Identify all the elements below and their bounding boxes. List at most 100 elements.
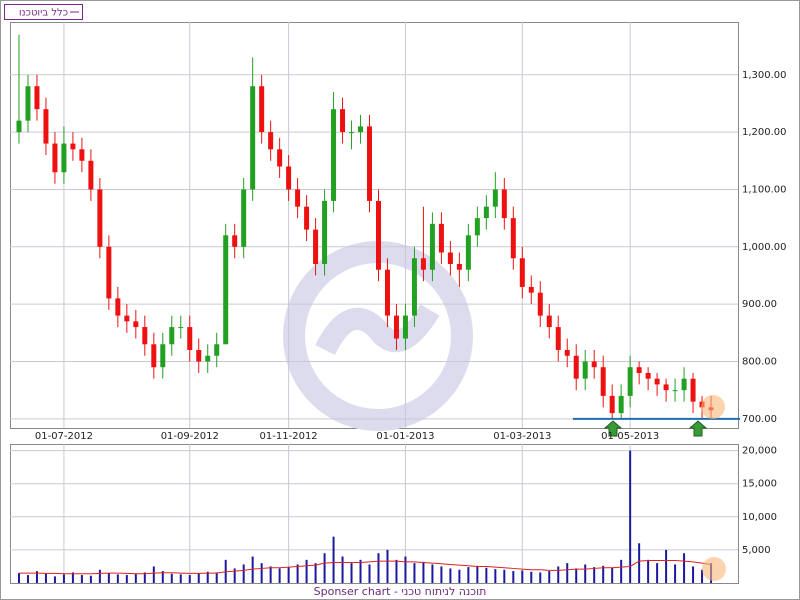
volume-bar — [701, 569, 704, 583]
volume-bar — [413, 563, 416, 583]
candle-body — [52, 143, 58, 173]
volume-bar — [638, 543, 641, 583]
volume-bar — [458, 569, 461, 583]
volume-bar — [197, 573, 200, 583]
volume-bar — [215, 572, 218, 583]
volume-bar — [611, 567, 614, 583]
volume-bar — [665, 549, 668, 583]
candle-body — [241, 189, 247, 247]
candle-body — [402, 315, 408, 339]
volume-bar — [98, 569, 101, 583]
candle-body — [465, 235, 471, 270]
volume-bar — [593, 567, 596, 583]
volume-bar — [134, 573, 137, 583]
volume-bar — [386, 549, 389, 583]
volume-bar — [89, 575, 92, 583]
volume-bar — [242, 564, 245, 583]
candle-body — [501, 189, 507, 219]
volume-bar — [206, 571, 209, 583]
candle-body — [438, 223, 444, 253]
candle-body — [232, 235, 238, 247]
y-tick-label: 1,100.00 — [742, 184, 787, 195]
volume-bar — [305, 559, 308, 583]
volume-bar — [566, 563, 569, 583]
volume-bar — [674, 564, 677, 583]
volume-panel — [10, 444, 739, 584]
volume-bar — [170, 573, 173, 583]
candle-body — [636, 367, 642, 373]
y-tick-label: 1,300.00 — [742, 70, 787, 81]
candle-body — [456, 263, 462, 270]
volume-bar — [530, 571, 533, 583]
candle-body — [142, 327, 148, 345]
legend-label: כלל ביוטכנו — [19, 8, 68, 19]
volume-bar — [467, 567, 470, 583]
candle-body — [690, 378, 696, 402]
volume-bar — [296, 564, 299, 583]
volume-bar — [35, 571, 38, 583]
volume-bar — [269, 566, 272, 583]
candle-body — [214, 344, 220, 356]
volume-bar — [494, 569, 497, 583]
arrow-up — [688, 420, 708, 437]
footer: Sponser chart - תוכנה לניתוח טכני — [314, 585, 487, 598]
candle-body — [250, 86, 256, 190]
candle-body — [519, 258, 525, 287]
volume-bar — [260, 563, 263, 583]
candle-body — [564, 350, 570, 356]
x-tick-label: 01-11-2012 — [260, 431, 318, 442]
price-panel — [10, 22, 739, 429]
candle-body — [295, 189, 301, 207]
volume-bar — [647, 559, 650, 583]
candle-body — [106, 246, 112, 299]
volume-bar — [233, 568, 236, 583]
candle-body — [537, 292, 543, 316]
candle-body — [627, 367, 633, 396]
x-tick-label: 01-01-2013 — [376, 431, 434, 442]
candle-body — [223, 235, 229, 345]
highlight — [701, 395, 725, 419]
candle-body — [34, 86, 40, 110]
volume-bar — [656, 563, 659, 583]
volume-bar — [152, 566, 155, 583]
volume-bar — [125, 575, 128, 583]
candle-body — [645, 372, 651, 379]
candle-body — [196, 350, 202, 362]
volume-bar — [62, 574, 65, 583]
candle-body — [528, 286, 534, 293]
y-tick-label: 10,000 — [742, 512, 777, 523]
y-tick-label: 700.00 — [742, 414, 777, 425]
volume-bar — [143, 572, 146, 583]
candle-body — [429, 223, 435, 270]
candle-body — [483, 206, 489, 219]
volume-bar — [431, 564, 434, 583]
volume-bar — [440, 566, 443, 583]
candle-body — [61, 143, 67, 173]
volume-bar — [161, 571, 164, 583]
volume-bar — [44, 573, 47, 583]
volume-bar — [332, 536, 335, 583]
volume-bar — [449, 568, 452, 583]
volume-bar — [692, 566, 695, 583]
moving-average — [18, 559, 712, 575]
candle-body — [618, 395, 624, 414]
candle-body — [187, 327, 193, 351]
candle-body — [277, 149, 283, 167]
watermark-curve — [315, 304, 440, 356]
volume-bar — [323, 553, 326, 583]
volume-bar — [26, 575, 29, 583]
candle-body — [70, 143, 76, 150]
highlight — [702, 557, 726, 581]
candle-body — [591, 361, 597, 368]
candle-body — [492, 189, 498, 207]
volume-bar — [80, 575, 83, 583]
y-tick-label: 1,200.00 — [742, 127, 787, 138]
candle-body — [393, 315, 399, 339]
volume-bar — [17, 573, 20, 583]
volume-bar — [548, 571, 551, 583]
candle-body — [600, 367, 606, 396]
volume-bar — [359, 559, 362, 583]
candle-body — [510, 218, 516, 259]
y-tick-label: 5,000 — [742, 545, 771, 556]
volume-bar — [179, 574, 182, 583]
